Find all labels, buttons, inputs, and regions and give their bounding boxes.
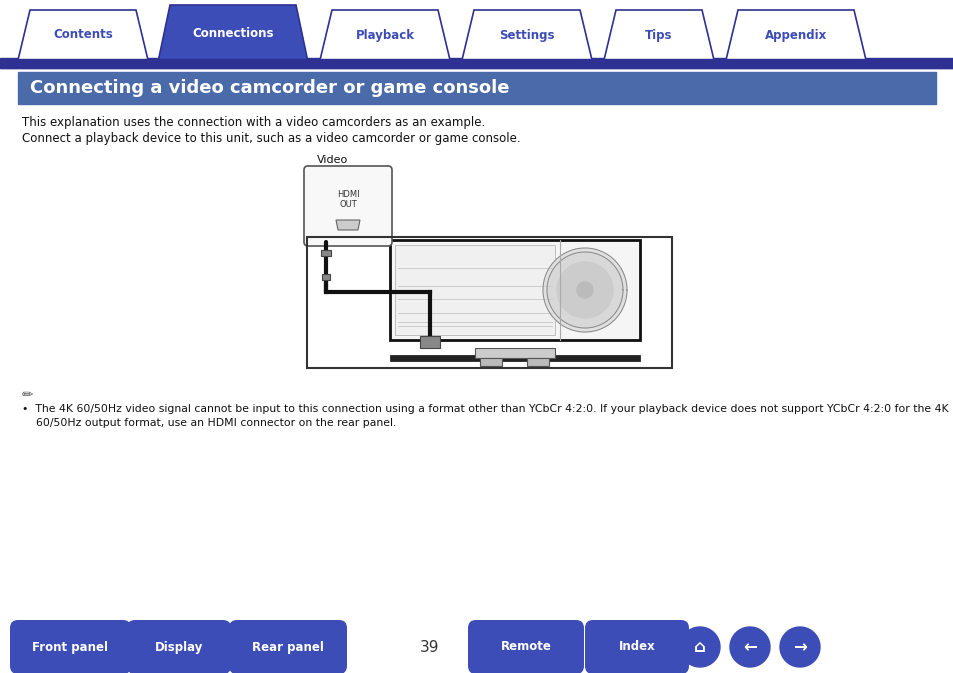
Bar [322,274,330,280]
Polygon shape [461,10,592,60]
FancyBboxPatch shape [468,620,583,673]
Polygon shape [158,5,308,62]
Polygon shape [18,10,148,60]
Polygon shape [546,252,622,328]
Polygon shape [542,248,626,332]
Text: →: → [792,638,806,656]
Bar [0,59,953,68]
Text: This explanation uses the connection with a video camcorders as an example.: This explanation uses the connection wit… [22,116,485,129]
Text: Remote: Remote [500,641,551,653]
Text: Front panel: Front panel [32,641,109,653]
Text: 39: 39 [420,639,439,655]
Bar [320,250,331,256]
Bar [395,245,555,335]
Text: Appendix: Appendix [764,28,826,42]
Text: Display: Display [154,641,203,653]
Text: Settings: Settings [498,28,554,42]
Text: 60/50Hz output format, use an HDMI connector on the rear panel.: 60/50Hz output format, use an HDMI conne… [22,418,395,428]
Text: Video
camcorder: Video camcorder [316,155,376,176]
FancyBboxPatch shape [229,620,347,673]
Bar [526,358,548,366]
Text: Connect a playback device to this unit, such as a video camcorder or game consol: Connect a playback device to this unit, … [22,132,520,145]
Bar [0,58,953,68]
Text: Contents: Contents [53,28,112,42]
FancyBboxPatch shape [584,620,688,673]
Text: ⌂: ⌂ [694,638,705,656]
Polygon shape [335,220,359,230]
Polygon shape [679,627,720,667]
Polygon shape [557,262,613,318]
Polygon shape [780,627,820,667]
Bar [390,240,639,340]
Text: Connecting a video camcorder or game console: Connecting a video camcorder or game con… [30,79,509,97]
Polygon shape [577,282,593,298]
Text: Playback: Playback [355,28,414,42]
Bar [479,358,501,366]
FancyBboxPatch shape [304,166,392,246]
Text: •  The 4K 60/50Hz video signal cannot be input to this connection using a format: • The 4K 60/50Hz video signal cannot be … [22,404,947,414]
Text: ←: ← [742,638,756,656]
Text: ✏: ✏ [22,388,33,402]
Text: Rear panel: Rear panel [252,641,324,653]
Text: Connections: Connections [193,27,274,40]
Bar [390,355,639,361]
Polygon shape [319,10,450,60]
Polygon shape [603,10,713,60]
Text: Index: Index [618,641,655,653]
Bar [307,237,671,368]
Text: HDMI
OUT: HDMI OUT [336,190,359,209]
FancyBboxPatch shape [127,620,231,673]
Bar [18,72,935,104]
Bar [419,336,439,348]
Text: Tips: Tips [644,28,672,42]
Polygon shape [729,627,769,667]
Bar [475,348,555,358]
Polygon shape [725,10,865,60]
FancyBboxPatch shape [10,620,131,673]
